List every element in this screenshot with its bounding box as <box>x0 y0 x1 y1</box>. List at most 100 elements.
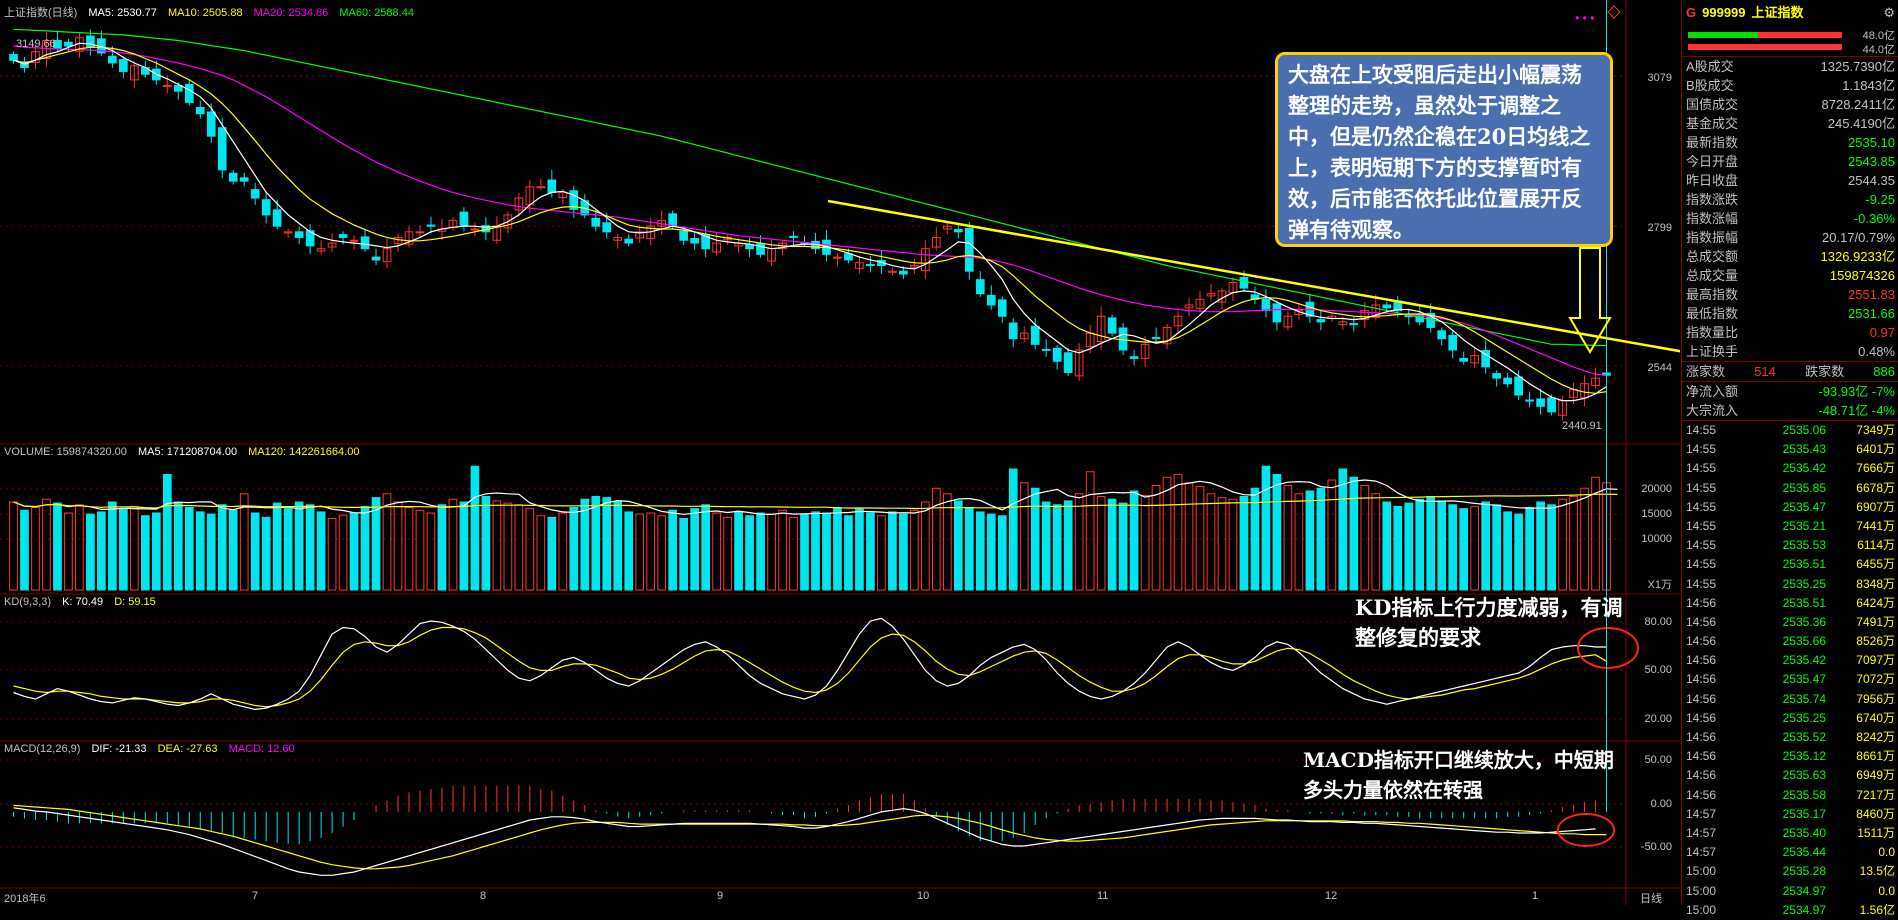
volume-bar <box>1118 502 1128 591</box>
candle-body <box>986 294 996 306</box>
volume-bar <box>1052 504 1062 591</box>
volume-bar <box>1294 493 1304 591</box>
tick-time: 14:55 <box>1686 499 1717 514</box>
tick-row: 14:55 2535.51 6455万 <box>1682 555 1898 574</box>
stat-label: 最新指数 <box>1686 135 1739 150</box>
candle-body <box>272 209 282 227</box>
stat-value: 8728.2411亿 <box>1821 97 1896 112</box>
tick-row: 14:56 2535.74 7956万 <box>1682 690 1898 709</box>
kd-k-line <box>13 617 1607 711</box>
kd-title: KD(9,3,3) <box>4 596 52 608</box>
tick-price: 2535.51 <box>1782 557 1826 572</box>
stat-value: 2551.83 <box>1848 287 1895 302</box>
candle-body <box>712 242 721 253</box>
volume-bar <box>866 512 875 591</box>
sidebar-title-bar[interactable]: G 999999 上证指数 ⚙ <box>1682 0 1898 26</box>
x-month-7: 12 <box>1325 890 1338 902</box>
tick-price: 2535.58 <box>1782 787 1826 802</box>
tick-volume: 6424万 <box>1856 595 1895 610</box>
stat-label: 昨日收盘 <box>1686 173 1739 188</box>
tick-time: 14:55 <box>1686 576 1717 591</box>
candle-body <box>756 243 765 255</box>
candle-body <box>1514 376 1523 396</box>
candle-body <box>250 189 260 199</box>
volume-bar <box>349 512 359 591</box>
down-count-value: 886 <box>1873 364 1895 379</box>
stats-list: A股成交 1325.7390亿 B股成交 1.1843亿 国债成交 8728.2411亿基… <box>1682 57 1898 361</box>
stat-row: 指数涨跌 -9.25 <box>1682 190 1898 209</box>
volume-bar <box>613 501 623 591</box>
tick-time: 14:55 <box>1686 423 1717 437</box>
tick-volume: 6401万 <box>1856 442 1895 457</box>
stat-value: 2535.10 <box>1848 135 1895 150</box>
candle-body <box>382 248 392 263</box>
candle-body <box>217 127 227 171</box>
candle-body <box>206 111 216 137</box>
tick-row: 14:55 2535.25 8348万 <box>1682 575 1898 594</box>
up-count-label: 涨家数 <box>1686 364 1726 379</box>
tick-price: 2535.06 <box>1782 423 1826 437</box>
volume-bar <box>1360 485 1370 591</box>
candle-body <box>415 231 425 234</box>
tick-price: 2535.44 <box>1782 845 1826 860</box>
candle-body <box>1382 304 1392 309</box>
macd-tick-3: -50.00 <box>1640 841 1672 853</box>
tick-time: 14:57 <box>1686 825 1717 840</box>
tick-volume: 1511万 <box>1857 825 1895 840</box>
tick-volume: 6455万 <box>1856 557 1895 572</box>
candle-body <box>888 270 897 273</box>
candle-body <box>997 299 1007 317</box>
volume-bar <box>1272 474 1282 591</box>
high-price-label: 3149.66 <box>16 38 56 50</box>
candle-body <box>1437 330 1447 340</box>
analysis-note-price: 大盘在上攻受阻后走出小幅震荡整理的走势，虽然处于调整之中，但是仍然企稳在20日均… <box>1275 52 1613 247</box>
chart-area[interactable]: • • • 上证指数(日线) MA5: 2530.77 MA10: 2505.8… <box>0 0 1680 905</box>
volume-bar <box>1437 500 1447 591</box>
tick-list[interactable]: 14:55 2535.06 7349万 14:55 2535.43 6401万 14:55 2… <box>1682 421 1898 920</box>
tick-volume: 7349万 <box>1856 423 1895 437</box>
stat-row: 基金成交 245.4190亿 <box>1682 114 1898 133</box>
candle-body <box>679 230 689 241</box>
candle-body <box>1525 399 1534 402</box>
volume-bar <box>261 516 271 591</box>
volume-bar <box>1217 497 1227 591</box>
stat-label: 上证换手 <box>1686 344 1739 359</box>
kd-header: KD(9,3,3) K: 70.49 D: 59.15 <box>4 596 164 608</box>
volume-bar <box>31 507 40 591</box>
tick-volume: 13.5亿 <box>1859 864 1895 879</box>
candle-body <box>931 236 941 248</box>
candle-body <box>1074 349 1084 377</box>
candle-body <box>1184 304 1194 309</box>
tick-price: 2535.42 <box>1782 653 1826 668</box>
tick-price: 2535.63 <box>1782 768 1826 783</box>
tick-row: 14:57 2535.17 8460万 <box>1682 805 1898 824</box>
tick-time: 14:56 <box>1686 595 1717 610</box>
ma5-label: MA5: 2530.77 <box>88 7 157 19</box>
volume-bar <box>108 501 117 591</box>
sidebar-menu-icon[interactable]: ⚙ <box>1883 5 1895 20</box>
candle-body <box>547 179 557 193</box>
volume-bar <box>195 511 205 591</box>
candle-body <box>228 172 238 182</box>
tick-time: 15:00 <box>1686 902 1717 917</box>
volume-bar <box>602 497 612 591</box>
period-label[interactable]: 日线 <box>1640 893 1662 905</box>
volume-bar <box>151 512 161 591</box>
tick-volume: 7491万 <box>1856 614 1895 629</box>
tick-row: 14:56 2535.42 7097万 <box>1682 651 1898 670</box>
tick-price: 2535.53 <box>1782 538 1826 553</box>
macd-header: MACD(12,26,9) DIF: -21.33 DEA: -27.63 MA… <box>4 743 303 755</box>
candle-body <box>162 85 172 88</box>
kline-chart-svg[interactable]: • • • <box>0 0 1680 905</box>
down-count-label: 跌家数 <box>1805 364 1845 379</box>
down-arrow-icon <box>1568 247 1612 354</box>
volume-bar <box>569 507 579 591</box>
stat-value: 2544.35 <box>1848 173 1895 188</box>
macd-tick-1: 50.00 <box>1644 754 1672 766</box>
tick-price: 2535.17 <box>1782 806 1826 821</box>
volume-bar <box>723 516 732 591</box>
macd-dea-line <box>13 804 1607 870</box>
candle-body <box>173 85 183 92</box>
volume-bar <box>327 518 337 591</box>
tick-price: 2535.25 <box>1782 576 1826 591</box>
